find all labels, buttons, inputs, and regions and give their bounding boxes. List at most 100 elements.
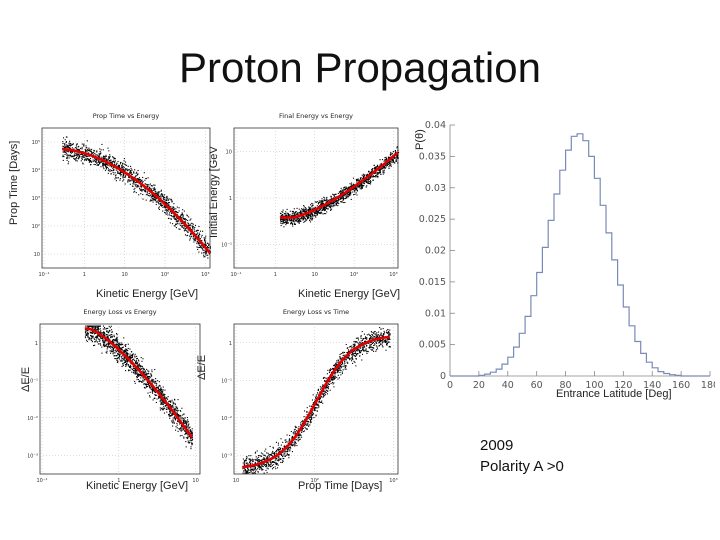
data-point [281, 218, 283, 220]
data-point [172, 207, 174, 209]
data-point [118, 347, 120, 349]
data-point [108, 346, 110, 348]
data-point [301, 429, 303, 431]
data-point [108, 157, 110, 160]
data-point [107, 170, 109, 172]
data-point [134, 181, 136, 183]
data-point [154, 380, 156, 383]
data-point [204, 241, 206, 244]
data-point [184, 422, 186, 424]
data-point [355, 188, 358, 190]
data-point [122, 180, 124, 182]
data-point [184, 430, 186, 432]
data-point [160, 194, 162, 196]
data-point [121, 348, 123, 350]
data-point [367, 180, 369, 182]
data-point [372, 179, 374, 181]
data-point [89, 337, 91, 339]
data-point [193, 238, 195, 240]
data-point [386, 332, 389, 334]
data-point [184, 220, 186, 223]
data-point [64, 145, 66, 147]
data-point [311, 212, 313, 214]
data-point [260, 455, 262, 457]
data-point [390, 163, 392, 165]
data-point [176, 424, 178, 426]
data-point [182, 414, 184, 416]
data-point [379, 169, 381, 172]
data-point [204, 240, 206, 242]
data-point [106, 345, 108, 348]
data-point [117, 346, 119, 348]
data-point [287, 212, 289, 215]
data-point [103, 341, 105, 343]
data-point [124, 349, 126, 351]
data-point [127, 350, 129, 352]
data-point [189, 426, 191, 428]
data-point [95, 336, 97, 338]
data-point [291, 212, 293, 214]
data-point [187, 427, 189, 429]
data-point [296, 430, 298, 432]
data-point [336, 200, 338, 202]
data-point [312, 403, 314, 406]
data-point [102, 157, 104, 159]
data-point [79, 149, 81, 151]
data-point [346, 195, 348, 197]
data-point [247, 471, 249, 473]
data-point [154, 190, 156, 192]
data-point [359, 341, 361, 343]
data-point [163, 396, 165, 398]
data-point [63, 146, 65, 149]
data-point [158, 381, 160, 383]
data-point [287, 214, 289, 216]
data-point [285, 224, 287, 226]
data-point [191, 431, 193, 433]
data-point [295, 220, 297, 222]
data-point [277, 455, 279, 457]
data-point [140, 368, 142, 370]
data-point [131, 179, 134, 181]
data-point [134, 355, 136, 357]
data-point [379, 159, 381, 161]
data-point [87, 150, 89, 152]
data-point [72, 143, 74, 145]
data-point [109, 338, 111, 340]
data-point [159, 399, 162, 401]
data-point [122, 346, 124, 348]
data-point [345, 359, 347, 361]
data-point [165, 405, 167, 407]
data-point [123, 337, 125, 339]
data-point [316, 205, 318, 207]
data-point [330, 198, 332, 201]
data-point [334, 204, 336, 206]
data-point [383, 169, 385, 171]
data-point [151, 195, 153, 198]
data-point [167, 202, 169, 204]
data-point [171, 406, 173, 408]
data-point [332, 206, 334, 208]
data-point [132, 368, 134, 370]
data-point [353, 194, 355, 196]
data-point [321, 400, 323, 402]
data-point [289, 220, 291, 222]
data-point [109, 165, 111, 167]
data-point [167, 402, 169, 404]
data-point [339, 191, 341, 193]
data-point [160, 391, 162, 393]
data-point [294, 212, 296, 214]
data-point [96, 325, 98, 327]
data-point [277, 444, 279, 446]
data-point [314, 215, 316, 217]
data-point [327, 208, 329, 210]
data-point [325, 207, 328, 210]
data-point [291, 214, 293, 216]
data-point [297, 213, 299, 215]
data-point [115, 340, 117, 342]
data-point [88, 338, 90, 340]
data-point [91, 331, 93, 333]
data-point [302, 210, 304, 212]
data-point [134, 190, 136, 192]
data-point [122, 166, 124, 168]
data-point [180, 417, 182, 419]
